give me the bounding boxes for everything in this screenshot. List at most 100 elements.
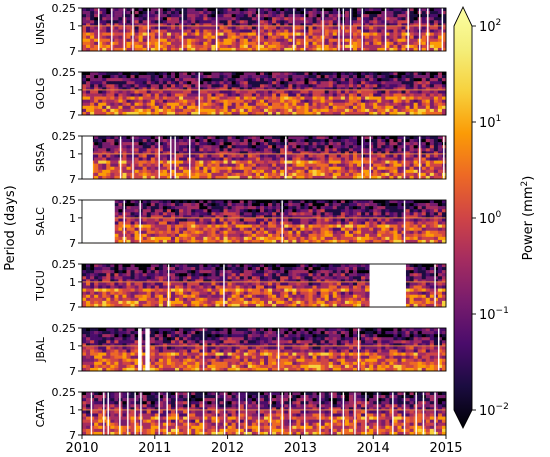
panel-frame	[81, 327, 447, 372]
colorbar-scale	[453, 5, 473, 430]
x-tick-label: 2011	[138, 441, 171, 456]
panel-frame	[81, 71, 447, 116]
data-gap	[215, 392, 218, 435]
colorbar-tick-label: 10−1	[479, 306, 509, 323]
data-gap	[384, 8, 387, 51]
y-tick-label: 1	[69, 20, 76, 33]
data-gap	[119, 392, 121, 435]
data-gap	[123, 200, 125, 243]
data-gap	[215, 8, 218, 51]
data-gap	[158, 8, 160, 51]
spectrogram-cells	[82, 72, 447, 116]
panel-jbal: 0.25 1 7 JBAL	[34, 322, 447, 378]
panel-salc: 0.25 1 7 SALC	[34, 194, 447, 250]
data-gap	[369, 264, 406, 307]
y-tick-label: 7	[69, 429, 76, 442]
x-tick-label: 2013	[284, 441, 317, 456]
data-gap	[419, 136, 421, 179]
data-gap	[349, 8, 352, 51]
data-gap	[158, 392, 160, 435]
spectrogram-cells	[82, 8, 447, 52]
y-tick-label: 1	[69, 340, 76, 353]
panel-frame	[81, 263, 447, 308]
data-gap	[342, 392, 345, 435]
station-label: UNSA	[34, 14, 47, 45]
data-gap	[304, 8, 306, 51]
data-gap	[189, 136, 191, 179]
data-gap	[434, 392, 436, 435]
colorbar: 102 101 100 10−1 10−2 Power (mm2)	[453, 5, 536, 430]
data-gap	[434, 264, 436, 307]
data-gap	[376, 392, 379, 435]
y-tick-label: 1	[69, 404, 76, 417]
data-gap	[361, 136, 364, 179]
spectrogram-cells	[82, 136, 447, 180]
data-gap	[422, 392, 425, 435]
data-gap	[285, 136, 287, 179]
colorbar-tick-label: 10−2	[479, 402, 509, 419]
station-label: CATA	[34, 399, 47, 427]
data-gap	[175, 392, 178, 435]
data-gap	[145, 328, 150, 371]
panel-frame	[81, 391, 447, 436]
data-gap	[166, 392, 168, 435]
y-tick-label: 1	[69, 212, 76, 225]
y-tick-label: 0.25	[52, 130, 77, 143]
data-gap	[269, 392, 272, 435]
y-axis-label: Period (days)	[3, 185, 18, 271]
data-gap	[238, 392, 240, 435]
data-gap	[223, 264, 225, 307]
data-gap	[132, 8, 134, 51]
y-tick-label: 7	[69, 173, 76, 186]
data-gap	[403, 136, 406, 179]
data-gap	[198, 72, 200, 115]
data-gap	[223, 392, 226, 435]
y-tick-label: 7	[69, 45, 76, 58]
data-gap	[441, 8, 444, 51]
data-gap	[357, 328, 360, 371]
data-gap	[181, 8, 184, 51]
data-gap	[258, 8, 260, 51]
station-label: JBAL	[34, 336, 47, 362]
data-gap	[403, 200, 406, 243]
data-gap	[354, 392, 356, 435]
x-tick-label: 2015	[429, 441, 462, 456]
data-gap	[258, 392, 260, 435]
station-label: GOLG	[34, 78, 47, 110]
data-gap	[132, 136, 134, 179]
data-gap	[361, 8, 364, 51]
data-gap	[427, 8, 429, 51]
panel-frame	[81, 199, 447, 244]
station-panels: 0.25 1 7 UNSA 0.25 1 7 GOLG 0.25 1 7 SRSA 0.25 1 7 SALC…	[34, 2, 447, 442]
data-gap	[443, 136, 445, 179]
data-gap	[98, 8, 100, 51]
panel-tucu: 0.25 1 7 TUCU	[34, 258, 447, 314]
y-tick-label: 0.25	[52, 322, 77, 335]
y-tick-label: 0.25	[52, 386, 77, 399]
y-tick-label: 1	[69, 276, 76, 289]
data-gap	[147, 8, 149, 51]
x-tick-label: 2010	[65, 441, 98, 456]
data-gap	[90, 392, 93, 435]
data-gap	[403, 392, 406, 435]
data-gap	[138, 328, 142, 371]
panel-unsa: 0.25 1 7 UNSA	[34, 2, 447, 58]
data-gap	[82, 200, 115, 243]
y-tick-label: 0.25	[52, 2, 77, 15]
data-gap	[170, 136, 172, 179]
data-gap	[107, 392, 109, 435]
y-tick-label: 7	[69, 237, 76, 250]
y-tick-label: 7	[69, 365, 76, 378]
y-tick-label: 1	[69, 148, 76, 161]
colorbar-label: Power (mm2)	[520, 176, 536, 261]
data-gap	[304, 392, 306, 435]
station-label: TUCU	[34, 270, 47, 302]
spectrogram-cells	[82, 264, 447, 308]
data-gap	[134, 392, 136, 435]
data-gap	[127, 392, 129, 435]
colorbar-tick-label: 102	[479, 18, 501, 35]
data-gap	[281, 200, 283, 243]
data-gap	[202, 328, 205, 371]
data-gap	[187, 392, 190, 435]
